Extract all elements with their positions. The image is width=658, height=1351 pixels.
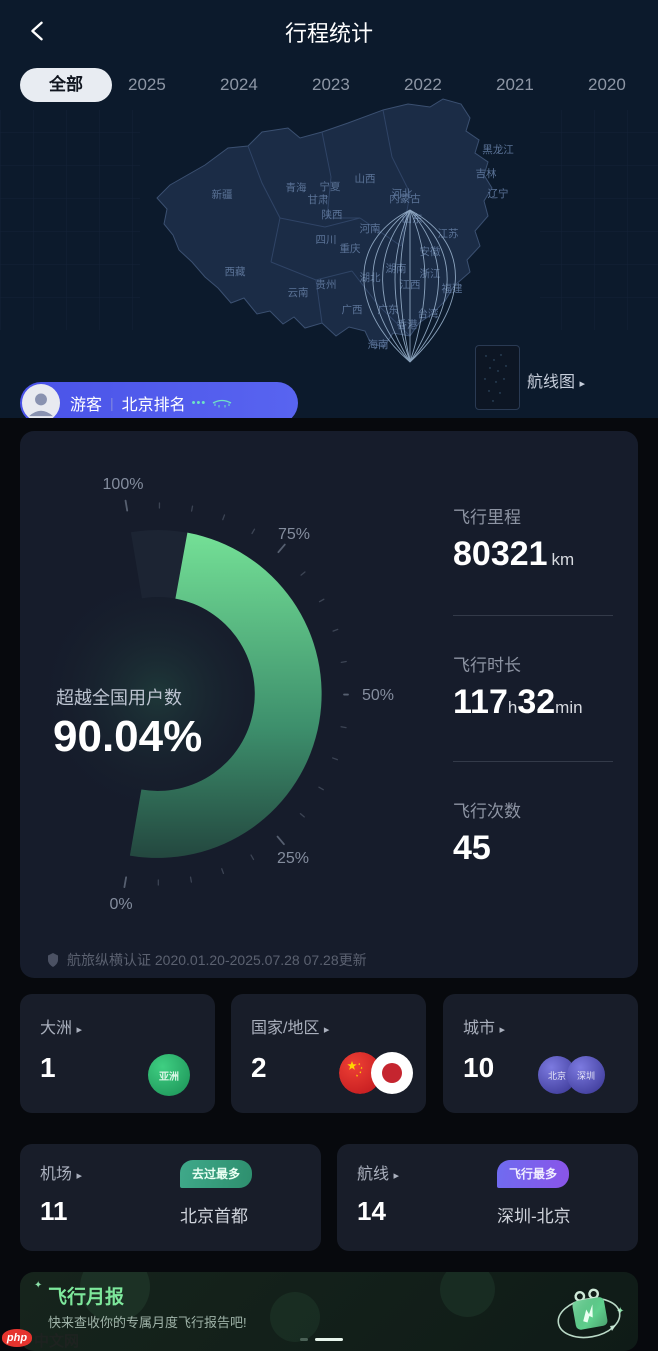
svg-text:100%: 100% [103, 476, 144, 493]
svg-text:75%: 75% [278, 526, 310, 543]
svg-text:0%: 0% [109, 896, 132, 913]
svg-text:25%: 25% [277, 850, 309, 867]
svg-text:50%: 50% [362, 687, 394, 704]
